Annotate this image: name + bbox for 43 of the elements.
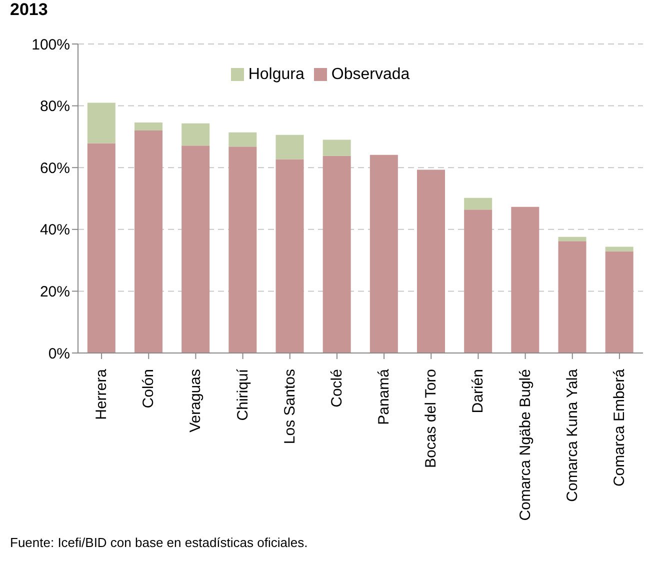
x-tick-label: Comarca Ngäbe Buglé — [516, 369, 534, 521]
y-tick-label: 100% — [32, 36, 70, 54]
source-note: Fuente: Icefi/BID con base en estadísticas oficiales. — [10, 535, 308, 550]
y-tick-label: 40% — [40, 222, 70, 239]
legend-label: Holgura — [248, 66, 304, 83]
y-tick-label: 20% — [40, 284, 70, 301]
bar — [605, 251, 634, 353]
bar — [87, 102, 116, 144]
x-tick-label: Coclé — [328, 369, 346, 408]
bar — [134, 122, 162, 131]
x-tick-label: Comarca Kuna Yala — [564, 368, 581, 502]
bar — [464, 198, 492, 210]
bar — [464, 210, 492, 353]
x-tick-label: Bocas del Toro — [422, 369, 440, 468]
x-tick-label: Veraguas — [187, 369, 204, 432]
x-tick-label: Darién — [470, 369, 487, 414]
bar — [228, 146, 257, 353]
bar — [87, 143, 116, 353]
bar — [605, 246, 634, 252]
bar — [182, 123, 210, 146]
bar — [511, 206, 540, 353]
y-tick-label: 0% — [48, 345, 70, 362]
x-tick-label: Los Santos — [281, 369, 298, 444]
bar — [228, 132, 257, 147]
x-tick-label: Chiriquí — [234, 368, 252, 421]
bar — [276, 159, 304, 353]
chart-title: 2013 — [10, 0, 48, 20]
bar — [417, 170, 445, 353]
bar — [558, 236, 586, 242]
y-tick-label: 60% — [40, 160, 70, 177]
bar — [370, 154, 398, 353]
bar — [182, 146, 210, 353]
legend-label: Observada — [331, 66, 410, 83]
bar — [322, 156, 351, 353]
y-tick-label: 80% — [40, 98, 70, 116]
bar — [558, 241, 586, 353]
bar — [276, 134, 304, 160]
x-tick-label: Colón — [140, 369, 158, 408]
bar — [134, 130, 162, 353]
bar — [322, 140, 351, 156]
x-tick-label: Comarca Emberá — [610, 368, 628, 487]
x-tick-label: Herrera — [93, 368, 110, 420]
x-tick-label: Panamá — [376, 368, 393, 425]
